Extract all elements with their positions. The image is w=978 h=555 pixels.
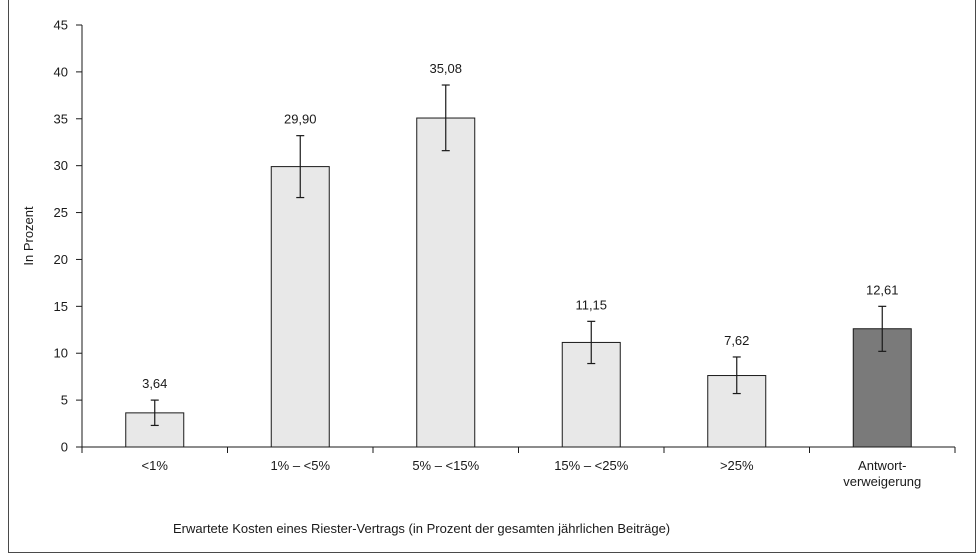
x-axis-label: Erwartete Kosten eines Riester-Vertrags … [173, 521, 670, 536]
data-label: 29,90 [284, 112, 317, 127]
y-tick-label: 10 [54, 346, 68, 361]
x-tick-label: >25% [720, 458, 754, 473]
bar [270, 166, 330, 448]
y-tick-label: 35 [54, 111, 68, 126]
axes: 0 5 10 15 20 25 30 35 40 45 [54, 18, 956, 455]
y-tick-label: 5 [61, 393, 68, 408]
data-label: 12,61 [866, 282, 899, 297]
y-tick-label: 45 [54, 18, 68, 33]
data-label: 7,62 [724, 333, 749, 348]
x-tick-label: verweigerung [843, 474, 921, 489]
x-tick-label: 1% – <5% [270, 458, 330, 473]
x-tick-label: 5% – <15% [412, 458, 479, 473]
x-tick-label: Antwort- [858, 458, 906, 473]
y-tick-label: 30 [54, 158, 68, 173]
y-tick-label: 0 [61, 440, 68, 455]
error-bars [150, 84, 887, 427]
y-tick-label: 25 [54, 205, 68, 220]
chart-frame [8, 0, 976, 553]
y-tick-label: 15 [54, 299, 68, 314]
y-axis-label: In Prozent [21, 206, 36, 266]
data-label: 3,64 [142, 376, 167, 391]
bar [416, 117, 476, 448]
data-label: 11,15 [575, 297, 607, 312]
data-label: 35,08 [429, 61, 462, 76]
bars [125, 117, 912, 448]
y-tick-label: 40 [54, 64, 68, 79]
x-tick-label: <1% [142, 458, 169, 473]
y-tick-label: 20 [54, 252, 68, 267]
labels: 3,64 <1% 29,90 1% – <5% 35,08 5% – <15% 11,15 1… [142, 61, 922, 489]
x-tick-label: 15% – <25% [554, 458, 629, 473]
